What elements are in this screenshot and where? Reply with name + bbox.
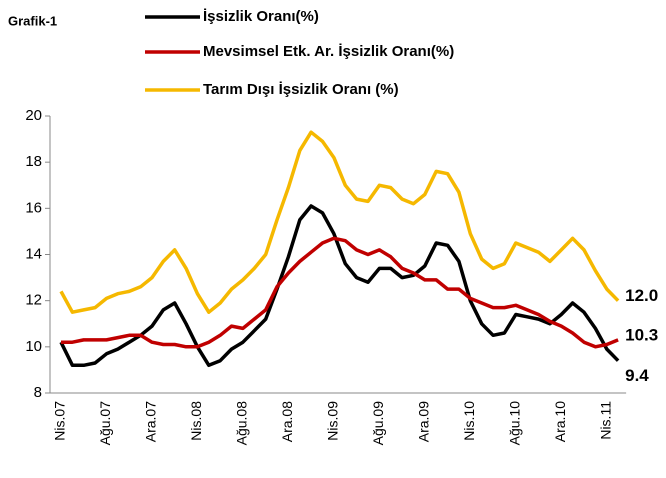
legend-label: Mevsimsel Etk. Ar. İşsizlik Oranı(%) (203, 43, 454, 60)
x-tick-label: Nis.08 (188, 401, 204, 441)
series-line (59, 204, 620, 368)
data-label: 10.3 (625, 325, 658, 344)
x-tick-label: Ara.07 (143, 401, 159, 442)
x-tick-label: Nis.11 (597, 401, 613, 440)
x-tick-label: Ara.09 (416, 401, 432, 442)
chart-title: Grafik-1 (8, 13, 57, 28)
x-tick-label: Nis.10 (461, 401, 477, 441)
y-tick-label: 8 (34, 384, 42, 401)
x-tick-label: Nis.09 (325, 401, 341, 441)
x-tick-label: Nis.07 (52, 401, 68, 441)
x-tick-label: Ara.10 (552, 401, 568, 442)
y-tick-label: 10 (25, 338, 42, 355)
y-tick-label: 20 (25, 107, 42, 124)
x-tick-label: Ara.08 (279, 401, 295, 442)
data-label: 12.0 (625, 286, 658, 305)
x-tick-label: Ağu.09 (370, 401, 386, 446)
series-line (61, 236, 619, 349)
x-tick-label: Ağu.07 (97, 401, 113, 446)
legend-label: Tarım Dışı İşsizlik Oranı (%) (203, 81, 399, 98)
x-tick-label: Ağu.08 (234, 401, 250, 446)
x-tick-label: Ağu.10 (507, 401, 523, 446)
y-tick-label: 18 (25, 153, 42, 170)
y-tick-label: 12 (25, 292, 42, 309)
y-tick-label: 16 (25, 199, 42, 216)
series-line (59, 130, 620, 314)
legend-label: İşsizlik Oranı(%) (203, 8, 319, 25)
data-label: 9.4 (625, 366, 649, 385)
y-tick-label: 14 (25, 245, 42, 262)
